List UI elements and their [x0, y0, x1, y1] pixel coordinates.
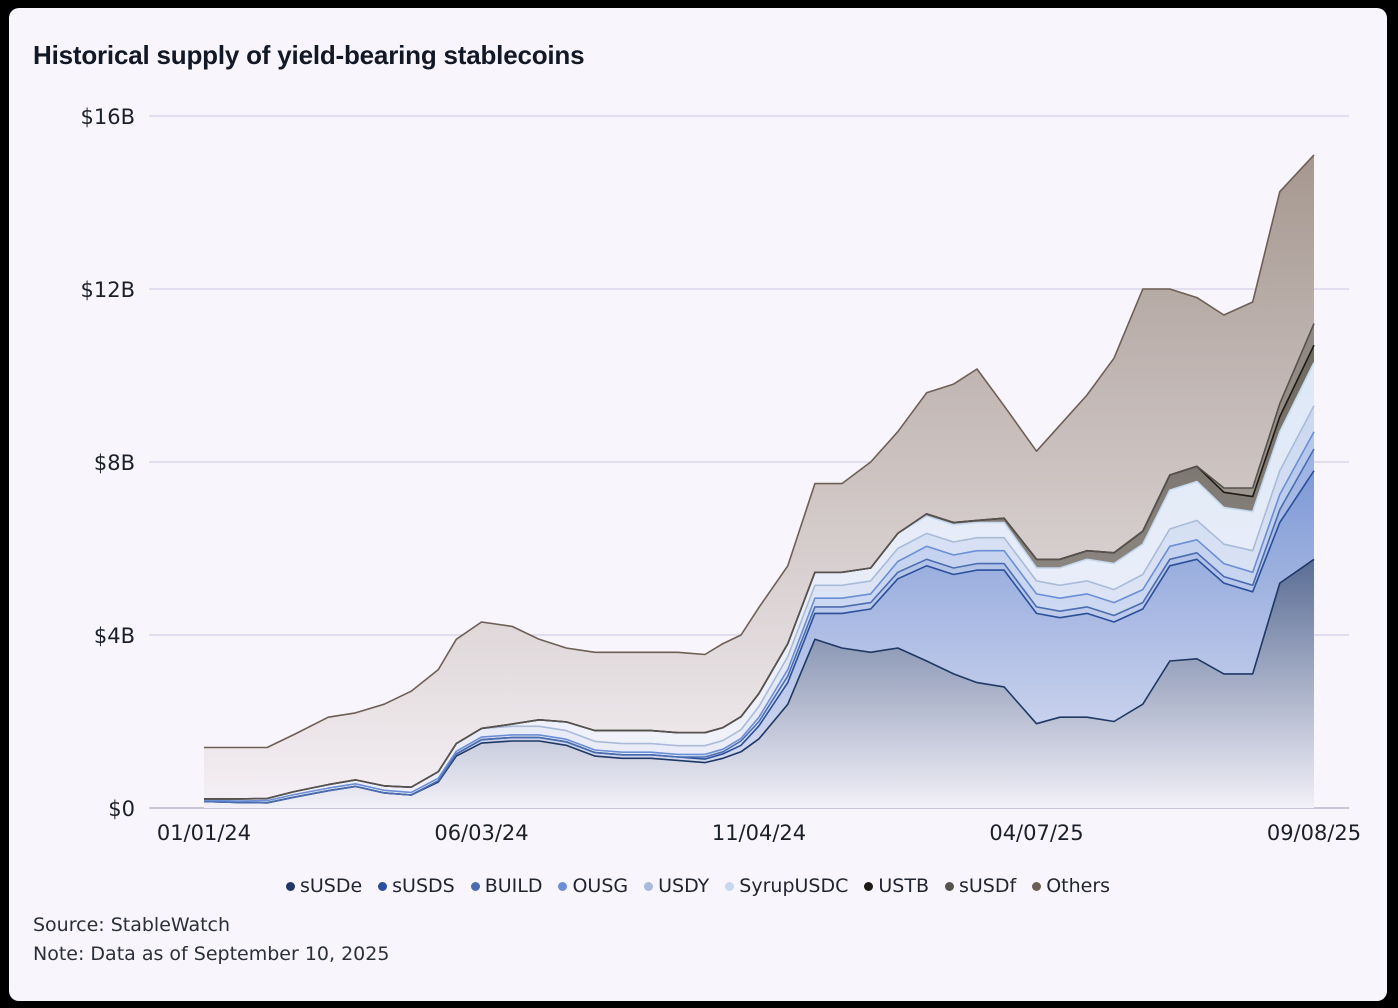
- legend-swatch: [725, 881, 735, 891]
- legend-swatch: [470, 881, 480, 891]
- legend-label: USDY: [658, 875, 710, 897]
- x-tick-label: 04/07/25: [989, 821, 1083, 845]
- legend-item-syrupusdc: SyrupUSDC: [725, 875, 848, 897]
- legend-swatch: [945, 881, 954, 891]
- legend-label: sUSDS: [392, 875, 455, 897]
- legend-label: BUILD: [484, 875, 543, 897]
- legend-swatch: [378, 881, 388, 891]
- chart-card: Historical supply of yield-bearing stabl…: [9, 8, 1387, 1001]
- legend-label: sUSDf: [959, 875, 1017, 897]
- legend-item-build: BUILD: [470, 875, 543, 897]
- legend-item-usdy: USDY: [644, 875, 709, 897]
- note-text: Note: Data as of September 10, 2025: [33, 943, 390, 965]
- legend-swatch: [864, 881, 874, 891]
- legend-swatch: [285, 881, 295, 891]
- stacked-area-chart: $0 $4B $8B $12B $16B 01/01/24 06/03/24 11/04/2…: [81, 105, 1362, 845]
- area-layers: [204, 154, 1314, 808]
- area-syrupusdc: [204, 362, 1314, 799]
- legend-label: sUSDe: [299, 875, 363, 897]
- legend-swatch: [644, 881, 654, 891]
- area-lines: [203, 154, 1315, 804]
- y-tick-label: $8B: [94, 451, 135, 475]
- legend-swatch: [1032, 881, 1042, 891]
- area-susds: [204, 470, 1314, 803]
- x-axis: 01/01/24 06/03/24 11/04/24 04/07/25 09/08/25: [157, 821, 1361, 845]
- line-susdf: [204, 323, 1315, 800]
- x-tick-label: 11/04/24: [712, 821, 806, 845]
- y-tick-label: $12B: [81, 278, 136, 302]
- legend-label: SyrupUSDC: [739, 875, 849, 897]
- y-tick-label: $16B: [81, 105, 136, 129]
- legend-item-susdf: sUSDf: [945, 875, 1016, 897]
- line-others: [204, 154, 1315, 749]
- legend-item-ousg: OUSG: [558, 875, 628, 897]
- legend-item-susde: sUSDe: [285, 875, 363, 897]
- y-tick-label: $4B: [94, 624, 135, 648]
- source-text: Source: StableWatch: [33, 914, 231, 936]
- legend-item-susds: sUSDS: [378, 875, 455, 897]
- legend-label: OUSG: [572, 875, 629, 897]
- x-tick-label: 06/03/24: [434, 821, 528, 845]
- area-others: [204, 154, 1314, 799]
- legend-item-others: Others: [1032, 875, 1110, 897]
- y-axis: $0 $4B $8B $12B $16B: [81, 105, 136, 821]
- x-tick-label: 01/01/24: [157, 821, 251, 845]
- y-tick-label: $0: [108, 797, 135, 821]
- x-tick-label: 09/08/25: [1267, 821, 1361, 845]
- chart-title: Historical supply of yield-bearing stabl…: [33, 40, 585, 70]
- area-susde: [204, 559, 1314, 808]
- legend-label: Others: [1046, 875, 1111, 897]
- legend-item-ustb: USTB: [864, 875, 929, 897]
- legend-label: USTB: [878, 875, 929, 897]
- legend: sUSDe sUSDS BUILD OUSG USDY SyrupUSDC USTB sUSD…: [9, 875, 1387, 897]
- line-build: [203, 448, 1315, 804]
- line-ousg: [203, 431, 1315, 802]
- legend-swatch: [558, 881, 568, 891]
